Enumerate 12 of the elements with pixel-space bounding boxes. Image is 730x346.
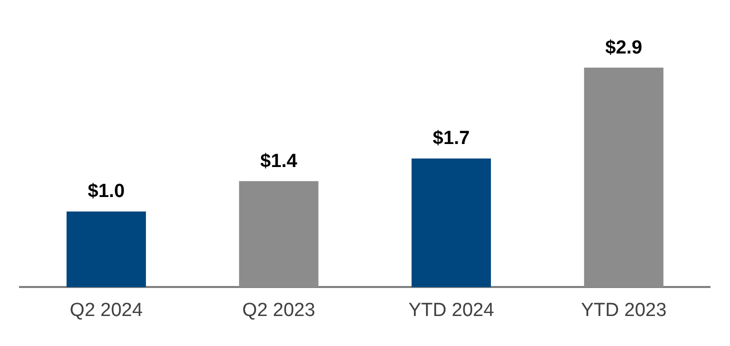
bar <box>412 158 491 288</box>
bar <box>66 211 146 288</box>
x-tick-label: YTD 2024 <box>408 300 494 321</box>
x-tick-label: Q2 2023 <box>242 300 316 321</box>
data-label: $2.9 <box>605 37 642 58</box>
data-label: $1.0 <box>88 181 125 202</box>
bar <box>584 68 664 288</box>
data-label: $1.7 <box>432 128 470 150</box>
x-tick-label: Q2 2024 <box>70 300 144 321</box>
data-label: $1.4 <box>260 150 298 172</box>
bar <box>239 181 318 288</box>
x-tick-label: YTD 2023 <box>580 300 667 321</box>
